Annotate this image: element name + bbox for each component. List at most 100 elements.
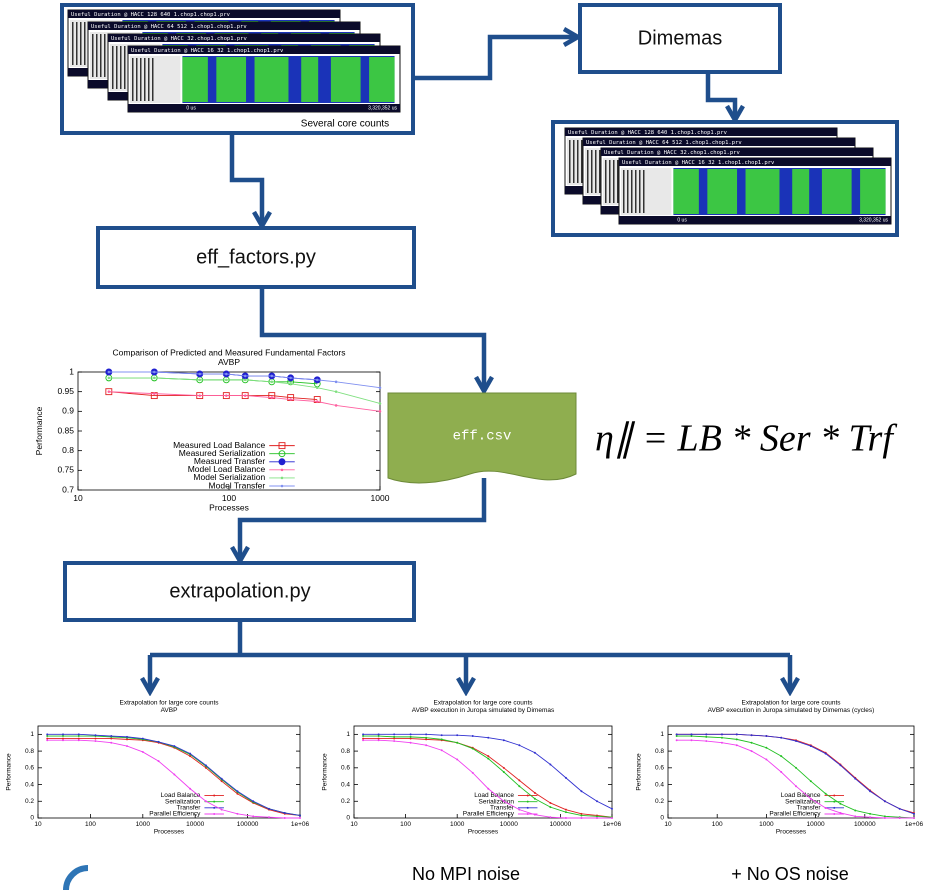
data-point [596, 800, 598, 802]
trace-label-line [577, 140, 579, 183]
data-point [425, 744, 427, 746]
data-point [379, 410, 382, 413]
trace-label-line [595, 150, 597, 193]
trace-title: Useful Duration @ HACC 128 640 1.chop1.c… [568, 130, 728, 136]
data-point [518, 809, 520, 811]
x-tick-label: 10 [73, 493, 83, 503]
data-point [225, 373, 228, 376]
trace-label-line [84, 22, 86, 65]
data-point [335, 404, 338, 407]
data-point [676, 735, 678, 737]
data-point [46, 733, 48, 735]
data-point [854, 809, 856, 811]
data-point [676, 739, 678, 741]
y-tick-label: 0.9 [62, 406, 74, 416]
data-point [487, 737, 489, 739]
x-tick-label: 1000 [136, 821, 151, 828]
series-line [363, 740, 612, 818]
data-point [869, 813, 871, 815]
data-point [271, 375, 274, 378]
data-point [899, 817, 901, 819]
data-point [410, 738, 412, 740]
data-point [705, 733, 707, 735]
data-point [765, 747, 767, 749]
y-axis-label: Performance [321, 753, 328, 791]
trace-label-line [581, 140, 583, 183]
data-point [108, 371, 111, 374]
data-point [62, 739, 64, 741]
caption: Several core counts [301, 119, 389, 130]
note: + No OS noise [731, 864, 849, 884]
trace-label-line [573, 140, 575, 183]
data-point [765, 735, 767, 737]
y-tick-label: 1 [30, 731, 34, 738]
data-point [534, 752, 536, 754]
x-axis-label: Processes [468, 829, 499, 836]
x-tick-label: 10 [34, 821, 42, 828]
data-point [854, 815, 856, 817]
x-tick-label: 1000 [371, 493, 390, 503]
trace-label-line [609, 160, 611, 203]
data-point [225, 394, 228, 397]
data-point [565, 811, 567, 813]
data-point [780, 755, 782, 757]
data-point [110, 742, 112, 744]
trace-title: Useful Duration @ HACC 32.chop1.chop1.pr… [111, 36, 247, 42]
data-point [580, 813, 582, 815]
data-point [393, 736, 395, 738]
data-point [410, 742, 412, 744]
y-tick-label: 1 [346, 731, 350, 738]
data-point [705, 736, 707, 738]
data-point [690, 735, 692, 737]
data-point [78, 738, 80, 740]
trace-label-line [569, 140, 571, 183]
data-point [284, 817, 286, 819]
data-point [284, 812, 286, 814]
trace-footer [619, 216, 891, 224]
trace-label-line [631, 170, 633, 213]
data-point [213, 807, 215, 809]
y-axis-label: Performance [5, 753, 12, 791]
trace-burst [301, 57, 318, 102]
x-tick-label: 10000 [500, 821, 518, 828]
data-point [213, 795, 215, 797]
data-point [198, 379, 201, 382]
data-point [153, 392, 156, 395]
data-point [736, 738, 738, 740]
data-point [110, 735, 112, 737]
trace-burst [255, 57, 289, 102]
trace-label-line [627, 170, 629, 213]
data-point [825, 793, 827, 795]
data-point [751, 734, 753, 736]
trace-label-line [92, 34, 94, 77]
trace-stack: Useful Duration @ HACC 128 640 1.chop1.c… [565, 128, 891, 224]
x-tick-label: 100 [712, 821, 723, 828]
data-point [810, 798, 812, 800]
data-point [213, 813, 215, 815]
data-point [158, 760, 160, 762]
data-point [142, 738, 144, 740]
data-point [736, 744, 738, 746]
data-point [487, 755, 489, 757]
data-point [780, 771, 782, 773]
data-point [527, 807, 529, 809]
data-point [198, 394, 201, 397]
trace-label-line [104, 34, 106, 77]
trace-label-line [623, 170, 625, 213]
data-point [472, 748, 474, 750]
chart-title: Extrapolation for large core counts [120, 700, 220, 707]
y-tick-label: 0.8 [25, 748, 34, 755]
data-point [379, 402, 382, 405]
data-point [289, 377, 292, 380]
trace-label-line [112, 46, 114, 89]
node-label: eff.csv [453, 429, 512, 445]
data-point [316, 379, 319, 382]
data-point [221, 778, 223, 780]
data-point [299, 815, 301, 817]
data-point [518, 785, 520, 787]
y-tick-label: 1 [69, 366, 74, 376]
data-point [244, 394, 247, 397]
data-point [126, 736, 128, 738]
data-point [839, 764, 841, 766]
data-point [549, 763, 551, 765]
